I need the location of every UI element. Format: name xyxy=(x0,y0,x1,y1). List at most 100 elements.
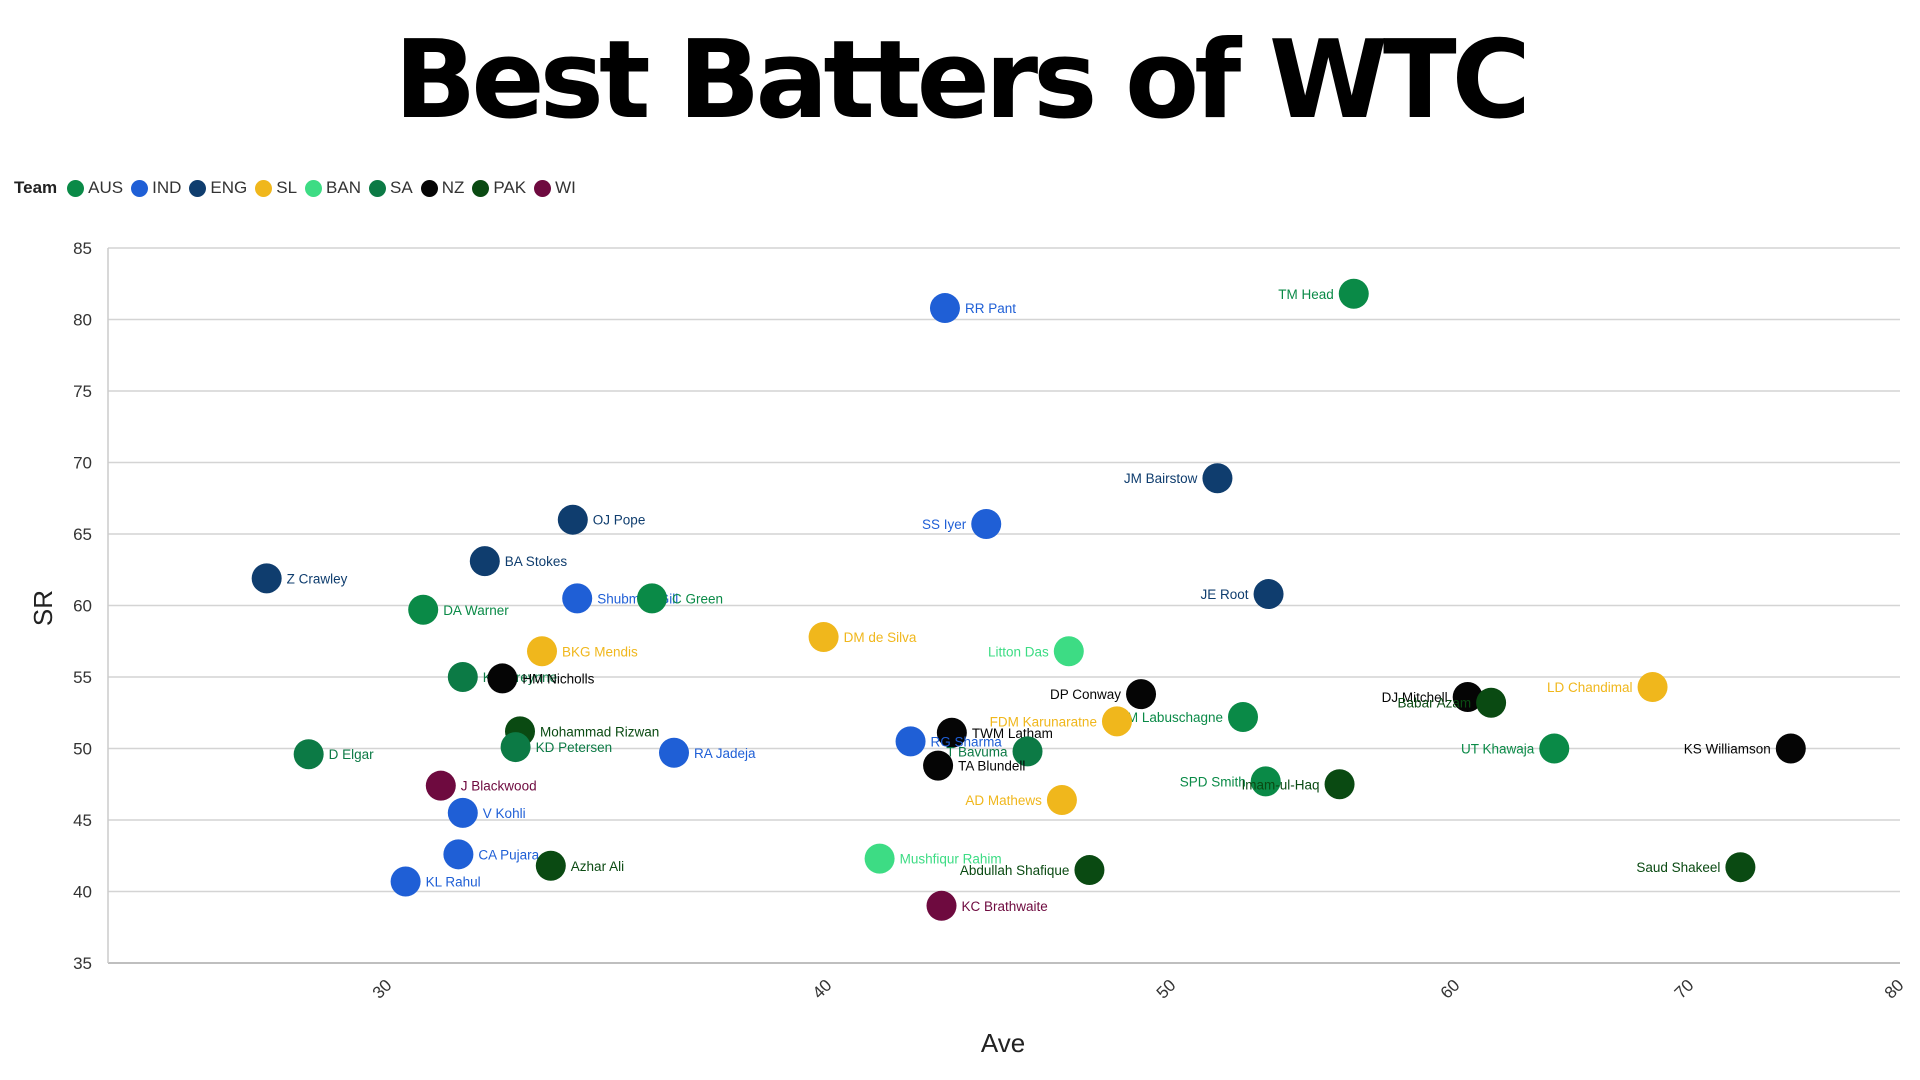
legend-dot-icon xyxy=(189,179,207,197)
data-point-spd-smith[interactable]: SPD Smith xyxy=(1180,766,1281,797)
point-marker[interactable] xyxy=(1476,687,1507,718)
data-point-je-root[interactable]: JE Root xyxy=(1201,579,1284,610)
data-point-t-bavuma[interactable]: T Bavuma xyxy=(946,736,1043,767)
point-label: T Bavuma xyxy=(946,744,1008,759)
point-marker[interactable] xyxy=(557,504,588,535)
point-marker[interactable] xyxy=(535,850,566,881)
data-point-twm-latham[interactable]: TWM Latham xyxy=(936,717,1053,748)
data-point-dp-conway[interactable]: DP Conway xyxy=(1050,679,1157,710)
data-point-saud-shakeel[interactable]: Saud Shakeel xyxy=(1636,852,1756,883)
legend-item-pak[interactable]: PAK xyxy=(472,178,526,198)
data-point-kl-rahul[interactable]: KL Rahul xyxy=(390,866,481,897)
point-marker[interactable] xyxy=(293,739,324,770)
data-point-litton-das[interactable]: Litton Das xyxy=(988,636,1084,667)
point-marker[interactable] xyxy=(425,770,456,801)
data-point-ss-iyer[interactable]: SS Iyer xyxy=(922,508,1002,539)
point-marker[interactable] xyxy=(562,583,593,614)
data-point-hm-nicholls[interactable]: HM Nicholls xyxy=(487,663,595,694)
legend-item-sl[interactable]: SL xyxy=(255,178,297,198)
point-marker[interactable] xyxy=(1452,682,1483,713)
data-point-dm-de-silva[interactable]: DM de Silva xyxy=(808,621,917,652)
point-marker[interactable] xyxy=(408,594,439,625)
data-point-m-labuschagne[interactable]: M Labuschagne xyxy=(1127,702,1258,733)
data-point-ca-pujara[interactable]: CA Pujara xyxy=(443,839,540,870)
point-marker[interactable] xyxy=(929,293,960,324)
data-point-tm-head[interactable]: TM Head xyxy=(1278,278,1369,309)
data-point-fdm-karunaratne[interactable]: FDM Karunaratne xyxy=(990,706,1132,737)
data-point-ba-stokes[interactable]: BA Stokes xyxy=(469,546,568,577)
point-marker[interactable] xyxy=(251,563,282,594)
point-marker[interactable] xyxy=(1202,463,1233,494)
legend-item-aus[interactable]: AUS xyxy=(67,178,123,198)
point-marker[interactable] xyxy=(864,843,895,874)
data-point-rg-sharma[interactable]: RG Sharma xyxy=(895,726,1003,757)
point-marker[interactable] xyxy=(390,866,421,897)
data-point-z-crawley[interactable]: Z Crawley xyxy=(251,563,348,594)
legend-item-wi[interactable]: WI xyxy=(534,178,576,198)
data-point-dj-mitchell[interactable]: DJ Mitchell xyxy=(1382,682,1483,713)
data-point-babar-azam[interactable]: Babar Azam xyxy=(1398,687,1507,718)
point-marker[interactable] xyxy=(1253,579,1284,610)
data-point-mushfiqur-rahim[interactable]: Mushfiqur Rahim xyxy=(864,843,1002,874)
point-marker[interactable] xyxy=(1338,278,1369,309)
legend-label: WI xyxy=(555,178,576,197)
data-point-kc-brathwaite[interactable]: KC Brathwaite xyxy=(926,890,1048,921)
point-marker[interactable] xyxy=(487,663,518,694)
data-point-j-blackwood[interactable]: J Blackwood xyxy=(425,770,537,801)
point-marker[interactable] xyxy=(1725,852,1756,883)
data-point-d-elgar[interactable]: D Elgar xyxy=(293,739,375,770)
point-marker[interactable] xyxy=(808,621,839,652)
data-point-ld-chandimal[interactable]: LD Chandimal xyxy=(1547,672,1668,703)
data-point-ta-blundell[interactable]: TA Blundell xyxy=(923,750,1025,781)
point-marker[interactable] xyxy=(1539,733,1570,764)
data-point-jm-bairstow[interactable]: JM Bairstow xyxy=(1124,463,1233,494)
point-marker[interactable] xyxy=(500,732,531,763)
legend-item-ind[interactable]: IND xyxy=(131,178,181,198)
legend-item-eng[interactable]: ENG xyxy=(189,178,247,198)
data-point-ad-mathews[interactable]: AD Mathews xyxy=(965,784,1077,815)
legend-item-ban[interactable]: BAN xyxy=(305,178,361,198)
data-point-azhar-ali[interactable]: Azhar Ali xyxy=(535,850,624,881)
data-point-imam-ul-haq[interactable]: Imam-ul-Haq xyxy=(1242,769,1355,800)
point-marker[interactable] xyxy=(1053,636,1084,667)
data-point-c-green[interactable]: C Green xyxy=(637,583,723,614)
point-marker[interactable] xyxy=(469,546,500,577)
point-marker[interactable] xyxy=(637,583,667,614)
point-marker[interactable] xyxy=(447,797,478,828)
point-marker[interactable] xyxy=(1046,784,1077,815)
point-label: Z Crawley xyxy=(287,571,348,586)
legend-item-nz[interactable]: NZ xyxy=(420,178,464,198)
point-marker[interactable] xyxy=(1324,769,1355,800)
data-point-abdullah-shafique[interactable]: Abdullah Shafique xyxy=(960,855,1105,886)
point-marker[interactable] xyxy=(443,839,474,870)
data-point-v-kohli[interactable]: V Kohli xyxy=(447,797,526,828)
data-point-ut-khawaja[interactable]: UT Khawaja xyxy=(1461,733,1570,764)
y-tick-label: 80 xyxy=(73,311,92,330)
point-marker[interactable] xyxy=(936,717,967,748)
point-marker[interactable] xyxy=(1775,733,1806,764)
data-point-ra-jadeja[interactable]: RA Jadeja xyxy=(659,737,756,768)
point-marker[interactable] xyxy=(1074,855,1105,886)
point-marker[interactable] xyxy=(659,737,689,768)
point-marker[interactable] xyxy=(1250,766,1281,797)
point-marker[interactable] xyxy=(1101,706,1132,737)
point-marker[interactable] xyxy=(1637,672,1668,703)
data-point-oj-pope[interactable]: OJ Pope xyxy=(557,504,646,535)
legend-label: ENG xyxy=(210,178,248,197)
point-marker[interactable] xyxy=(971,508,1002,539)
point-marker[interactable] xyxy=(447,662,478,692)
point-marker[interactable] xyxy=(895,726,926,757)
data-point-da-warner[interactable]: DA Warner xyxy=(408,594,509,625)
data-point-kd-petersen[interactable]: KD Petersen xyxy=(500,732,613,763)
legend-item-sa[interactable]: SA xyxy=(369,178,413,198)
data-point-ks-williamson[interactable]: KS Williamson xyxy=(1684,733,1806,764)
point-marker[interactable] xyxy=(923,750,954,781)
data-point-rr-pant[interactable]: RR Pant xyxy=(929,293,1016,324)
data-point-bkg-mendis[interactable]: BKG Mendis xyxy=(527,636,638,667)
point-marker[interactable] xyxy=(1012,736,1043,767)
point-label: LD Chandimal xyxy=(1547,680,1633,695)
point-marker[interactable] xyxy=(527,636,557,667)
point-marker[interactable] xyxy=(1228,702,1258,733)
point-marker[interactable] xyxy=(926,890,957,921)
point-marker[interactable] xyxy=(1126,679,1157,710)
